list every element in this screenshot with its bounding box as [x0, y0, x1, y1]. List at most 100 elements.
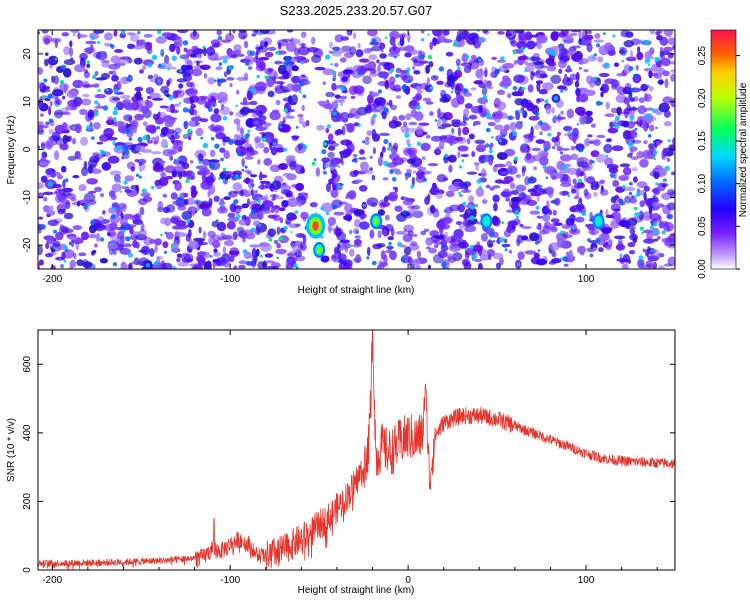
heatmap-cell: [295, 125, 299, 129]
svg-text:-100: -100: [220, 575, 240, 586]
heatmap-cell: [114, 89, 119, 94]
heatmap-cell: [54, 58, 58, 61]
heatmap-cell: [396, 241, 402, 247]
colorbar-tick: 0.05: [697, 216, 740, 236]
heatmap-cell: [670, 73, 675, 82]
heatmap-cell: [647, 63, 651, 67]
heatmap-cell: [127, 224, 137, 228]
heatmap-cell: [402, 199, 414, 206]
heatmap-cell: [488, 232, 495, 238]
heatmap-cell: [298, 115, 304, 125]
snr-y-tick: 200: [22, 493, 675, 510]
heatmap-cell: [510, 203, 515, 209]
heatmap-cell: [213, 57, 222, 61]
heatmap-cell: [44, 253, 54, 258]
heatmap-cell: [45, 52, 49, 56]
heatmap-cell: [621, 111, 630, 115]
heatmap-cell: [262, 260, 267, 269]
svg-text:-200: -200: [42, 274, 62, 285]
heatmap-cell: [581, 30, 589, 40]
heatmap-cell: [183, 192, 189, 198]
heatmap-cell: [619, 163, 631, 168]
heatmap-cell: [524, 176, 530, 186]
heatmap-cell: [120, 190, 123, 193]
heatmap-cell: [372, 147, 376, 155]
heatmap-cell: [632, 129, 636, 136]
heatmap-cell: [133, 57, 143, 65]
heatmap-cell: [339, 57, 347, 63]
heatmap-cell: [38, 216, 44, 220]
heatmap-cell: [259, 254, 263, 258]
heatmap-cell: [572, 226, 576, 230]
heatmap-cell: [41, 30, 49, 34]
heatmap-cell: [369, 41, 380, 46]
heatmap-cell: [520, 121, 523, 124]
heatmap-cell: [395, 170, 398, 173]
heatmap-cell: [131, 216, 136, 221]
heatmap-cell: [228, 66, 233, 71]
heatmap-cell: [422, 177, 427, 182]
heatmap-cell: [395, 121, 402, 127]
heatmap-cell: [245, 61, 250, 66]
heatmap-cell: [325, 211, 330, 216]
heatmap-cell: [140, 222, 145, 232]
heatmap-cell: [282, 172, 293, 177]
heatmap-cell: [85, 40, 97, 45]
colorbar-tick: 0.25: [697, 45, 740, 65]
heatmap-cell: [45, 121, 50, 126]
heatmap-cell: [69, 47, 73, 57]
heatmap-cell: [236, 53, 245, 57]
heatmap-cell: [342, 69, 354, 75]
heatmap-cell: [333, 211, 345, 216]
heatmap-cell: [149, 248, 155, 257]
heatmap-cell: [536, 98, 545, 103]
heatmap-cell: [494, 124, 504, 131]
heatmap-cell: [97, 89, 101, 92]
heatmap-cell: [433, 148, 442, 156]
heatmap-cell: [428, 247, 437, 254]
heatmap-cell: [46, 239, 55, 245]
heatmap-cell: [82, 261, 93, 269]
heatmap-cell: [470, 204, 475, 210]
heatmap-cell: [124, 128, 130, 134]
heatmap-cell: [55, 104, 59, 107]
heatmap-cell: [335, 227, 341, 237]
heatmap-cell: [287, 30, 294, 33]
heatmap-cell: [256, 74, 260, 79]
heatmap-cell: [176, 196, 183, 203]
heatmap-cell: [117, 125, 127, 134]
heatmap-cell: [589, 253, 594, 258]
heatmap-cell: [537, 192, 541, 197]
heatmap-cell: [53, 75, 60, 85]
heatmap-cell: [249, 200, 258, 206]
heatmap-cell: [100, 59, 111, 63]
heatmap-cell: [366, 199, 373, 206]
heatmap-cell: [506, 209, 514, 213]
heatmap-cell: [604, 113, 615, 118]
heatmap-cell: [293, 263, 298, 268]
heatmap-cell: [267, 46, 277, 52]
heatmap-cell: [420, 142, 431, 151]
heatmap-cell: [438, 33, 446, 38]
heatmap-cell: [267, 228, 276, 237]
heatmap-cell: [416, 90, 424, 94]
heatmap-cell: [222, 58, 228, 64]
svg-text:0: 0: [405, 274, 411, 285]
heatmap-cell: [302, 94, 307, 99]
heatmap-cell: [666, 188, 675, 196]
heatmap-cell: [335, 225, 339, 228]
heatmap-cell: [185, 65, 193, 71]
heatmap-cell: [164, 54, 170, 65]
heatmap-cell: [592, 139, 601, 146]
heatmap-cell: [111, 183, 122, 193]
svg-text:-200: -200: [42, 575, 62, 586]
heatmap-cell: [42, 205, 50, 213]
heatmap-cell: [460, 34, 464, 38]
heatmap-cell: [91, 220, 96, 226]
heatmap-cell: [406, 173, 412, 178]
heatmap-cell: [159, 105, 169, 109]
heatmap-cell: [640, 83, 649, 92]
heatmap-cell: [629, 181, 633, 186]
heatmap-cell: [83, 71, 90, 79]
heatmap-cell: [154, 244, 158, 253]
